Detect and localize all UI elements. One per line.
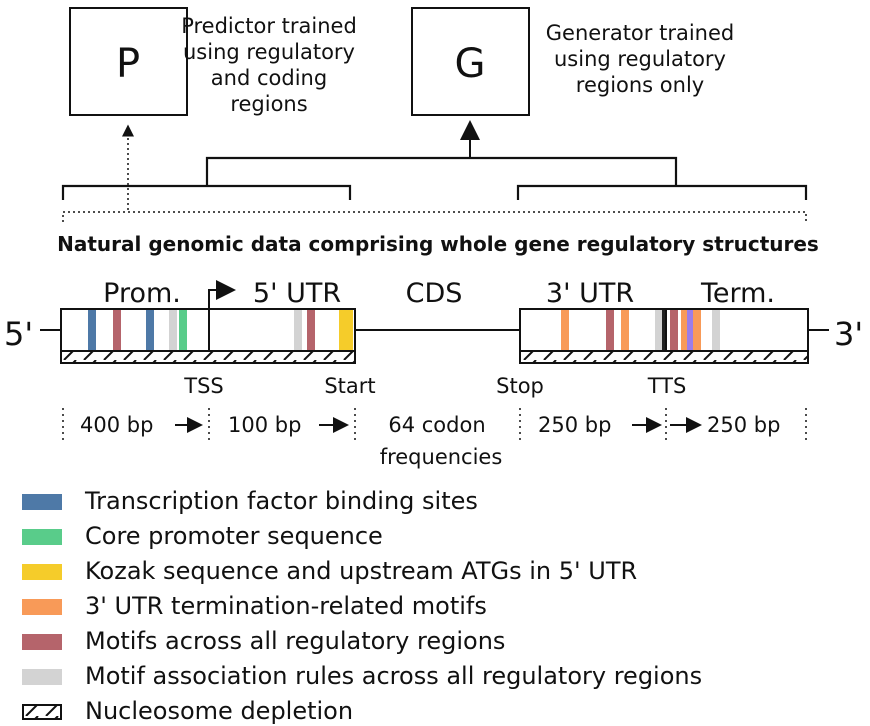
regulatory-brackets — [61, 156, 808, 200]
five-prime-label: 5' — [4, 315, 33, 353]
predictor-caption-line: using regulatory — [183, 40, 355, 64]
legend-label: Core promoter sequence — [85, 522, 383, 550]
utr3-motif — [681, 310, 687, 350]
legend-label: 3' UTR termination-related motifs — [85, 592, 487, 620]
blue-swatch-icon — [22, 494, 62, 510]
legend-label: Transcription factor binding sites — [85, 487, 478, 515]
size-3utr: 250 bp — [538, 413, 611, 437]
size-5utr: 100 bp — [228, 413, 301, 437]
nucleosome-depletion-upstream — [60, 350, 356, 364]
predictor-caption-line: regions — [230, 92, 307, 116]
core-promoter-motif — [179, 310, 187, 350]
region-label-3utr: 3' UTR — [546, 278, 634, 309]
predictor-caption-line: Predictor trained — [181, 14, 357, 38]
size-cds-line1: 64 codon — [388, 413, 485, 437]
size-cds-line2: frequencies — [380, 445, 503, 469]
predictor-letter: P — [116, 41, 140, 87]
association-rule-motif — [655, 310, 662, 350]
region-label-promoter: Prom. — [103, 278, 181, 309]
data-title: Natural genomic data comprising whole ge… — [57, 232, 819, 256]
predictor-caption-line: and coding — [211, 66, 327, 90]
tfbs-motif — [88, 310, 96, 350]
upstream-motifs — [88, 310, 353, 350]
regulatory-motif — [113, 310, 121, 350]
black-motif — [662, 310, 665, 350]
utr3-motif — [621, 310, 629, 350]
downstream-motifs — [561, 310, 720, 350]
predictor-caption: Predictor trained using regulatory and c… — [181, 14, 357, 116]
generator-caption-line: using regulatory — [554, 47, 726, 71]
tss-arrow — [208, 280, 236, 310]
site-label-tts: TTS — [647, 374, 687, 398]
association-rule-motif — [169, 310, 177, 350]
generator-caption: Generator trained using regulatory regio… — [546, 21, 734, 97]
association-rule-motif — [294, 310, 302, 350]
hatched-swatch-icon — [22, 704, 62, 720]
size-terminator: 250 bp — [707, 413, 780, 437]
region-label-terminator: Term. — [700, 278, 775, 309]
tfbs-motif — [146, 310, 154, 350]
generator-letter: G — [455, 41, 486, 87]
regulatory-motif — [606, 310, 614, 350]
regulatory-motif — [307, 310, 315, 350]
regulatory-motif — [670, 310, 678, 350]
site-label-tss: TSS — [183, 374, 224, 398]
legend-label: Motif association rules across all regul… — [85, 662, 703, 690]
green-swatch-icon — [22, 529, 62, 545]
region-label-cds: CDS — [406, 278, 463, 309]
orange-swatch-icon — [22, 599, 62, 615]
legend-label: Kozak sequence and upstream ATGs in 5' U… — [85, 557, 638, 585]
generator-caption-line: Generator trained — [546, 21, 734, 45]
utr3-motif — [693, 310, 701, 350]
red-swatch-icon — [22, 634, 62, 650]
grey-swatch-icon — [22, 669, 62, 685]
utr3-motif — [561, 310, 569, 350]
generator-box — [411, 7, 530, 116]
legend-label: Motifs across all regulatory regions — [85, 627, 506, 655]
predictor-box — [69, 7, 188, 116]
generator-caption-line: regions only — [576, 73, 704, 97]
whole-gene-dotted-bracket — [62, 211, 807, 222]
yellow-swatch-icon — [22, 564, 62, 580]
region-label-5utr: 5' UTR — [253, 278, 341, 309]
site-label-start: Start — [324, 374, 375, 398]
kozak-motif — [339, 310, 353, 350]
legend-label: Nucleosome depletion — [85, 697, 354, 725]
site-label-stop: Stop — [496, 374, 544, 398]
size-promoter: 400 bp — [80, 413, 153, 437]
association-rule-motif — [712, 310, 720, 350]
nucleosome-depletion-downstream — [519, 350, 809, 364]
three-prime-label: 3' — [834, 315, 863, 353]
purple-motif — [687, 310, 693, 350]
